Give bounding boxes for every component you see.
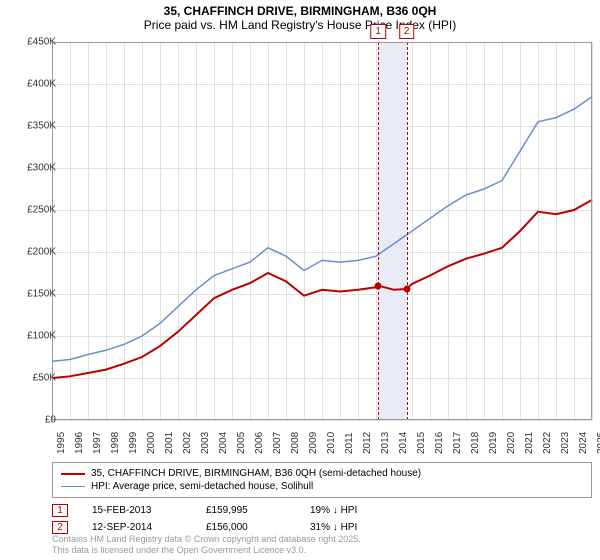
gridline-horizontal — [52, 420, 592, 421]
x-axis-label: 2021 — [524, 432, 535, 454]
x-axis-label: 2000 — [146, 432, 157, 454]
x-axis-label: 1996 — [74, 432, 85, 454]
y-axis-label: £50K — [6, 373, 56, 384]
footer-line1: Contains HM Land Registry data © Crown c… — [52, 534, 361, 545]
x-axis-label: 1997 — [92, 432, 103, 454]
x-axis-label: 2025 — [596, 432, 600, 454]
legend-label: 35, CHAFFINCH DRIVE, BIRMINGHAM, B36 0QH… — [91, 468, 421, 479]
sale-marker-label: 1 — [370, 24, 386, 39]
legend-label: HPI: Average price, semi-detached house,… — [91, 481, 313, 492]
y-axis-label: £350K — [6, 121, 56, 132]
x-axis-label: 2015 — [416, 432, 427, 454]
x-axis-label: 2004 — [218, 432, 229, 454]
legend: 35, CHAFFINCH DRIVE, BIRMINGHAM, B36 0QH… — [52, 462, 592, 498]
chart-subtitle: Price paid vs. HM Land Registry's House … — [0, 18, 600, 36]
x-axis-label: 2020 — [506, 432, 517, 454]
x-axis-label: 2018 — [470, 432, 481, 454]
gridline-vertical — [592, 42, 593, 420]
x-axis-label: 1998 — [110, 432, 121, 454]
sale-badge: 2 — [52, 521, 68, 534]
chart-plot-area: 12 — [52, 42, 592, 420]
chart-title: 35, CHAFFINCH DRIVE, BIRMINGHAM, B36 0QH — [0, 0, 600, 18]
x-axis-label: 2013 — [380, 432, 391, 454]
y-axis-label: £300K — [6, 163, 56, 174]
footer-line2: This data is licensed under the Open Gov… — [52, 545, 361, 556]
legend-swatch — [61, 473, 85, 475]
x-axis-label: 2011 — [344, 432, 355, 454]
x-axis-label: 2022 — [542, 432, 553, 454]
sale-row: 1 15-FEB-2013 £159,995 19% ↓ HPI — [52, 502, 592, 519]
x-axis-label: 2009 — [308, 432, 319, 454]
x-axis-label: 2002 — [182, 432, 193, 454]
x-axis-label: 2007 — [272, 432, 283, 454]
x-axis-label: 2024 — [578, 432, 589, 454]
sale-pct: 19% ↓ HPI — [310, 505, 410, 516]
y-axis-label: £400K — [6, 79, 56, 90]
legend-swatch — [61, 486, 85, 488]
x-axis-label: 1999 — [128, 432, 139, 454]
x-axis-label: 2003 — [200, 432, 211, 454]
x-axis-label: 2001 — [164, 432, 175, 454]
x-axis-label: 1995 — [56, 432, 67, 454]
footer-attribution: Contains HM Land Registry data © Crown c… — [52, 534, 361, 556]
y-axis-label: £450K — [6, 37, 56, 48]
x-axis-label: 2010 — [326, 432, 337, 454]
x-axis-label: 2006 — [254, 432, 265, 454]
sale-price: £159,995 — [206, 505, 286, 516]
y-axis-label: £200K — [6, 247, 56, 258]
sales-table: 1 15-FEB-2013 £159,995 19% ↓ HPI 2 12-SEP-201… — [52, 502, 592, 536]
x-axis-label: 2005 — [236, 432, 247, 454]
x-axis-label: 2008 — [290, 432, 301, 454]
x-axis-label: 2014 — [398, 432, 409, 454]
y-axis-label: £250K — [6, 205, 56, 216]
x-axis-label: 2019 — [488, 432, 499, 454]
y-axis-label: £150K — [6, 289, 56, 300]
sale-marker-label: 2 — [399, 24, 415, 39]
sale-date: 15-FEB-2013 — [92, 505, 182, 516]
plot-border — [52, 42, 592, 420]
legend-item: HPI: Average price, semi-detached house,… — [61, 480, 583, 493]
legend-item: 35, CHAFFINCH DRIVE, BIRMINGHAM, B36 0QH… — [61, 467, 583, 480]
sale-price: £156,000 — [206, 522, 286, 533]
x-axis-label: 2017 — [452, 432, 463, 454]
y-axis-label: £100K — [6, 331, 56, 342]
sale-pct: 31% ↓ HPI — [310, 522, 410, 533]
sale-badge: 1 — [52, 504, 68, 517]
x-axis-label: 2023 — [560, 432, 571, 454]
x-axis-label: 2016 — [434, 432, 445, 454]
sale-date: 12-SEP-2014 — [92, 522, 182, 533]
x-axis-label: 2012 — [362, 432, 373, 454]
y-axis-label: £0 — [6, 415, 56, 426]
